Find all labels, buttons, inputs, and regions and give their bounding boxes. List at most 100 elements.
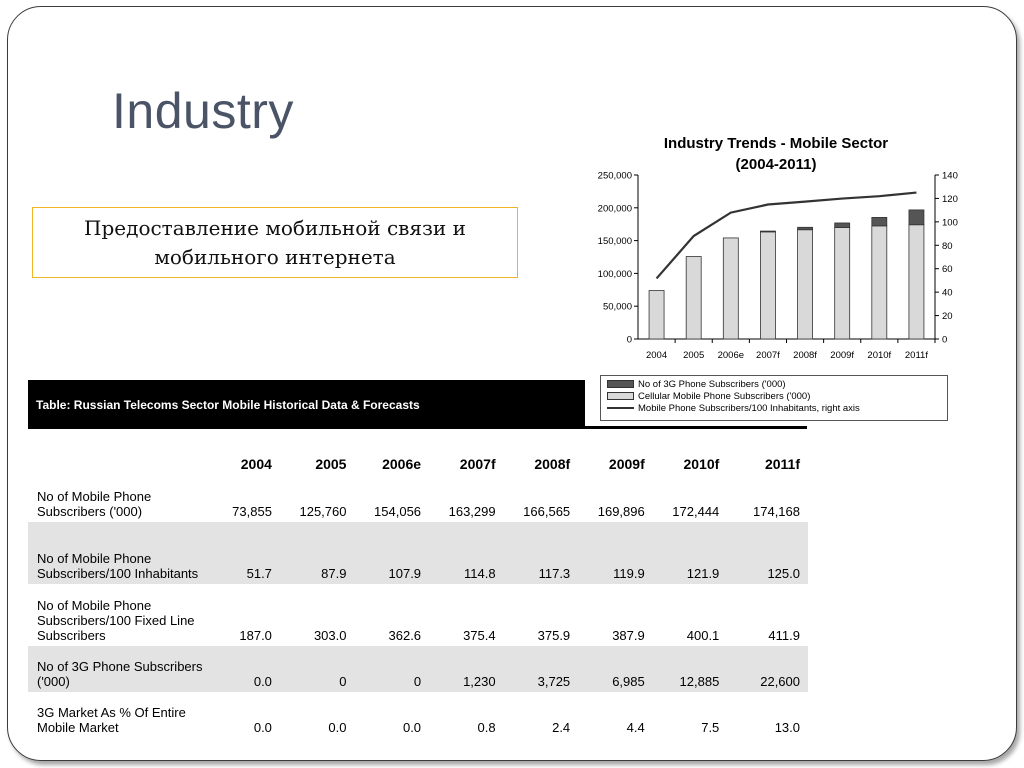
table-cell: 0 (279, 646, 355, 692)
table-cell: 87.9 (279, 522, 355, 584)
table-cell: 121.9 (652, 522, 728, 584)
bar-cellular (908, 224, 925, 340)
line-per100-inhabitants (655, 191, 917, 280)
table-cell: 114.8 (429, 522, 504, 584)
table-cell: 107.9 (354, 522, 430, 584)
subtitle-text: Предоставление мобильной связи и мобильн… (84, 215, 466, 269)
bar-3g (760, 230, 776, 233)
chart-title: Industry Trends - Mobile Sector (2004-20… (620, 133, 932, 175)
table-cell: 4.4 (626, 720, 645, 735)
table-cell: 303.0 (313, 628, 347, 643)
table-cell: 119.9 (578, 522, 653, 584)
y-left-tick-label: 150,000 (598, 236, 632, 247)
x-tick-label: 2004 (646, 350, 667, 361)
table-cell: 174,168 (753, 504, 800, 519)
table-header-empty (28, 456, 213, 482)
y-right-tick-label: 40 (942, 288, 953, 299)
legend-item-3g: No of 3G Phone Subscribers ('000) (607, 378, 947, 390)
bar-cellular (871, 225, 888, 340)
x-tick-label: 2010f (867, 350, 891, 361)
y-right-tick-label: 0 (942, 335, 947, 346)
table-cell: 0.0 (328, 720, 347, 735)
row-label: No of Mobile Phone Subscribers/100 Fixed… (37, 598, 195, 643)
y-right-tick-label: 140 (942, 171, 958, 182)
bar-3g (834, 222, 851, 228)
y-left-tick-label: 50,000 (603, 302, 632, 313)
table-title-rule (585, 426, 807, 429)
bar-cellular (685, 256, 702, 340)
y-left-tick-label: 250,000 (598, 171, 632, 182)
table-cell: 6,985 (578, 646, 653, 692)
y-left-tick-label: 100,000 (598, 269, 632, 280)
table-cell: 73,855 (232, 504, 272, 519)
legend-label-per100: Mobile Phone Subscribers/100 Inhabitants… (638, 402, 860, 414)
x-tick-label: 2011f (905, 350, 928, 361)
column-header: 2005 (315, 456, 347, 472)
table-cell: 0.0 (402, 720, 422, 735)
x-tick-label: 2008f (793, 350, 817, 361)
table-cell: 12,885 (652, 646, 728, 692)
legend-label-3g: No of 3G Phone Subscribers ('000) (638, 378, 786, 390)
legend-swatch-3g (607, 380, 634, 388)
bar-cellular (760, 231, 776, 340)
table-cell: 411.9 (768, 628, 800, 643)
table-row: 3G Market As % Of Entire Mobile Market 0… (28, 692, 808, 738)
column-header: 2007f (459, 456, 496, 472)
data-table: 2004 2005 2006e 2007f 2008f 2009f 2010f … (28, 456, 808, 738)
table-cell: 169,896 (597, 504, 645, 519)
table-cell: 387.9 (612, 628, 645, 643)
table-cell: 362.6 (388, 628, 422, 643)
column-header: 2009f (608, 456, 645, 472)
table-cell: 2.4 (552, 720, 571, 735)
table-row: No of Mobile Phone Subscribers/100 Inhab… (28, 522, 808, 584)
x-tick-label: 2007f (756, 350, 780, 361)
table-cell: 163,299 (448, 504, 496, 519)
legend-item-per100: Mobile Phone Subscribers/100 Inhabitants… (607, 402, 947, 414)
subtitle-box: Предоставление мобильной связи и мобильн… (32, 207, 518, 278)
bar-cellular (722, 237, 739, 340)
table-cell: 375.9 (537, 628, 571, 643)
legend-item-cellular: Cellular Mobile Phone Subscribers ('000) (607, 390, 947, 402)
column-header: 2008f (534, 456, 571, 472)
bar-cellular (797, 229, 813, 340)
column-header: 2010f (683, 456, 720, 472)
chart-title-line2: (2004-2011) (735, 156, 817, 173)
table-cell: 400.1 (686, 628, 720, 643)
y-left-tick-label: 0 (627, 335, 632, 346)
column-header: 2011f (764, 456, 800, 472)
x-tick-label: 2006e (718, 350, 744, 361)
table-cell: 375.4 (463, 628, 496, 643)
table-cell: 125.0 (727, 522, 808, 584)
legend-swatch-cellular (607, 392, 634, 400)
table-cell: 187.0 (239, 628, 272, 643)
table-title-bar: Table: Russian Telecoms Sector Mobile Hi… (28, 380, 585, 429)
table-cell: 172,444 (672, 504, 720, 519)
chart-title-line1: Industry Trends - Mobile Sector (663, 135, 889, 152)
table-row: No of Mobile Phone Subscribers ('000) 73… (28, 482, 808, 522)
column-header: 2004 (240, 456, 272, 472)
table-cell: 0.0 (213, 646, 280, 692)
column-header: 2006e (382, 456, 422, 472)
table-cell: 0.8 (477, 720, 496, 735)
row-label: 3G Market As % Of Entire Mobile Market (37, 705, 186, 735)
y-right-tick-label: 80 (942, 241, 953, 252)
legend-label-cellular: Cellular Mobile Phone Subscribers ('000) (638, 390, 811, 402)
industry-trends-chart: 0 50,000 100,000 150,000 200,000 250,000 0 20 40… (598, 171, 958, 362)
bar-cellular (648, 290, 665, 340)
y-right-tick-label: 20 (942, 311, 953, 322)
table-cell: 51.7 (213, 522, 280, 584)
bar-3g (908, 209, 925, 226)
table-cell: 154,056 (374, 504, 422, 519)
table-cell: 0 (354, 646, 430, 692)
y-right-tick-label: 60 (942, 264, 953, 275)
table-cell: 3,725 (503, 646, 579, 692)
y-right-tick-label: 100 (942, 217, 958, 228)
bar-3g (797, 226, 813, 231)
bar-cellular (834, 227, 851, 340)
table-cell: 117.3 (503, 522, 579, 584)
legend-swatch-per100 (607, 407, 634, 409)
y-left-tick-label: 200,000 (598, 203, 632, 214)
slide-title: Industry (112, 83, 294, 139)
table-cell: 166,565 (523, 504, 571, 519)
table-cell: 125,760 (299, 504, 347, 519)
